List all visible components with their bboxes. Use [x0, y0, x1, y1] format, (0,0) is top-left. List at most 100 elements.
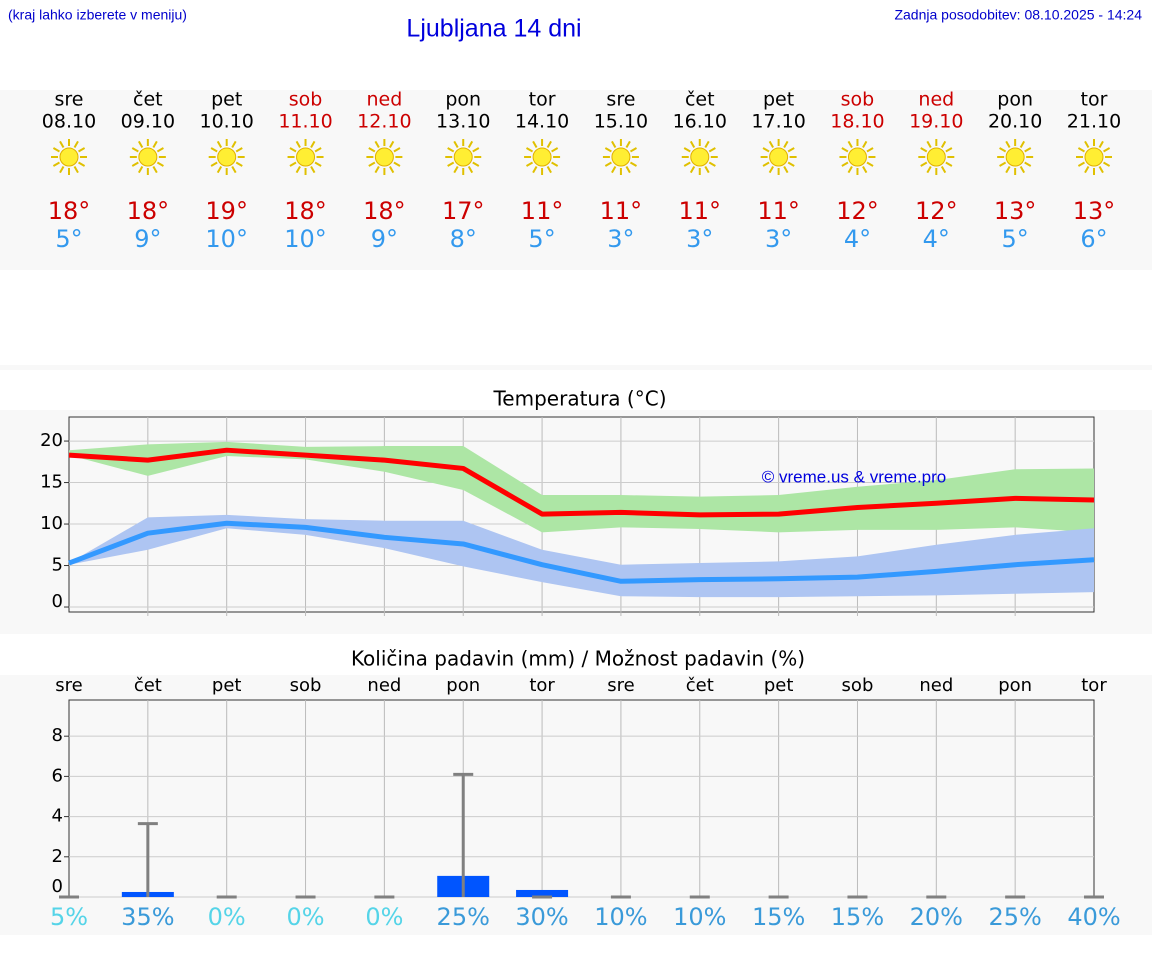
high-temperature: 18°: [48, 197, 91, 225]
sun-ray: [210, 147, 218, 153]
sun-ray: [945, 147, 953, 153]
sun-ray: [625, 140, 631, 148]
sun-ray: [1084, 140, 1090, 148]
x-tick-label: pet: [764, 675, 794, 696]
menu-note: (kraj lahko izberete v meniju): [8, 7, 187, 23]
low-temperature: 9°: [134, 225, 161, 253]
sun-ray: [235, 161, 243, 167]
sun-ray: [866, 147, 874, 153]
weather-icon: [287, 139, 324, 175]
sun-ray: [787, 161, 795, 167]
x-tick-label: pon: [998, 675, 1032, 696]
sun-ray: [131, 147, 139, 153]
date: 20.10: [988, 111, 1042, 133]
weekday: tor: [1081, 89, 1108, 111]
y-tick-label: 2: [52, 846, 63, 867]
sun-ray: [393, 147, 401, 153]
sun-ray: [787, 147, 795, 153]
sun-ray: [704, 166, 710, 174]
sun-ray: [310, 140, 316, 148]
sun-ray: [453, 166, 459, 174]
sun-ray: [940, 166, 947, 174]
update-time: Zadnja posodobitev: 08.10.2025 - 14:24: [894, 7, 1142, 23]
sun-ray: [152, 166, 158, 174]
weekday: pon: [997, 89, 1033, 111]
low-temperature: 10°: [284, 225, 327, 253]
sun-ray: [389, 140, 395, 148]
sun-ray: [295, 140, 301, 148]
chart-title: Temperatura (°C): [492, 387, 666, 411]
sun-ray: [862, 140, 868, 148]
sun-ray: [629, 147, 638, 153]
sun: [453, 147, 473, 167]
sun-ray: [73, 140, 79, 148]
low-temperature: 9°: [371, 225, 398, 253]
temperature-line: [68, 447, 1095, 518]
x-tick-label: čet: [686, 675, 714, 696]
sun-ray: [1077, 161, 1085, 167]
sun: [847, 147, 867, 167]
sun-ray: [216, 166, 223, 174]
sun-ray: [625, 166, 631, 174]
sun-ray: [231, 140, 237, 148]
sun-ray: [59, 140, 65, 148]
low-temperature: 6°: [1080, 225, 1107, 253]
y-tick-label: 15: [40, 472, 63, 493]
sun-ray: [467, 140, 474, 148]
x-tick-label: tor: [529, 675, 555, 696]
high-temperature: 13°: [1073, 197, 1116, 225]
sun-ray: [289, 161, 297, 167]
date: 18.10: [830, 111, 884, 133]
y-tick-label: 0: [52, 591, 63, 612]
sun-ray: [52, 147, 60, 153]
y-tick-label: 0: [52, 876, 63, 897]
sun-ray: [235, 147, 243, 153]
sun-ray: [689, 166, 696, 174]
y-tick-label: 6: [52, 765, 63, 786]
low-temperature: 4°: [844, 225, 871, 253]
x-tick-label: pet: [212, 675, 242, 696]
sun-ray: [73, 166, 79, 174]
separator: [0, 365, 1152, 370]
high-temperature: 18°: [363, 197, 406, 225]
sun-ray: [762, 147, 770, 153]
weekday: pet: [763, 89, 794, 111]
high-temperature: 19°: [205, 197, 248, 225]
sun-ray: [1005, 140, 1011, 148]
sun: [1005, 147, 1025, 167]
low-temperature: 3°: [686, 225, 713, 253]
sun: [532, 147, 552, 167]
sun-ray: [1103, 147, 1111, 153]
sun-ray: [783, 140, 789, 148]
sun-ray: [368, 161, 376, 167]
forecast-panel: [0, 90, 1152, 270]
x-tick-label: ned: [919, 675, 953, 696]
weather-icon: [129, 139, 166, 175]
y-tick-label: 20: [40, 430, 63, 451]
low-temperature: 10°: [205, 225, 248, 253]
sun-ray: [131, 161, 139, 167]
probability-label: 0%: [365, 903, 403, 931]
sun-ray: [59, 166, 65, 174]
sun-ray: [708, 161, 716, 167]
probability-label: 10%: [594, 903, 647, 931]
high-temperature: 12°: [915, 197, 958, 225]
low-temperature: 3°: [607, 225, 634, 253]
low-temperature: 5°: [528, 225, 555, 253]
weekday: ned: [918, 89, 954, 111]
x-tick-label: sre: [607, 675, 634, 696]
x-tick-label: tor: [1081, 675, 1107, 696]
sun-ray: [152, 140, 158, 148]
probability-label: 25%: [988, 903, 1041, 931]
sun-ray: [374, 140, 380, 148]
x-tick-label: sob: [842, 675, 874, 696]
date: 19.10: [909, 111, 963, 133]
sun-ray: [216, 140, 223, 148]
sun-ray: [231, 166, 237, 174]
high-temperature: 11°: [678, 197, 721, 225]
x-tick-label: sob: [290, 675, 322, 696]
weekday: sob: [289, 89, 323, 111]
sun-ray: [374, 166, 380, 174]
weekday: sob: [841, 89, 875, 111]
sun-ray: [78, 161, 86, 167]
